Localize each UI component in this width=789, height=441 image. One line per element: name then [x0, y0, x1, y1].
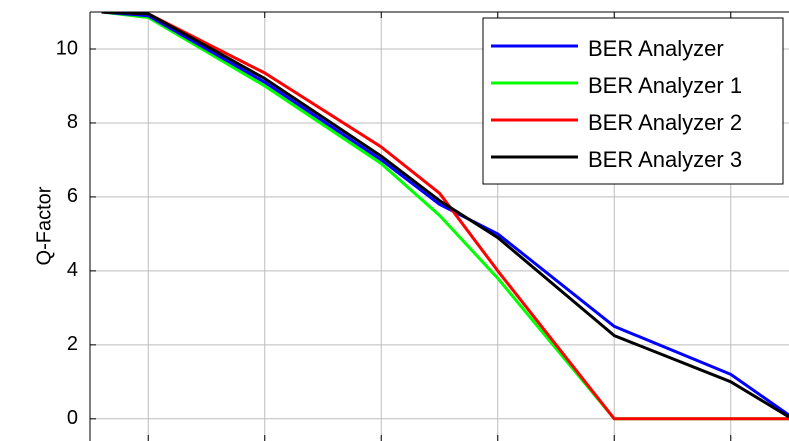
y-tick-label: 8: [67, 111, 78, 133]
legend-label: BER Analyzer 2: [588, 110, 742, 135]
y-tick-label: 4: [67, 259, 78, 281]
ticks: 0 2 4 6 8 10: [56, 12, 732, 441]
y-tick-label: 10: [56, 37, 78, 59]
legend-label: BER Analyzer 3: [588, 147, 742, 172]
y-tick-label: 0: [67, 407, 78, 429]
series-line: [101, 12, 789, 419]
y-tick-label: 6: [67, 185, 78, 207]
legend-label: BER Analyzer 1: [588, 73, 742, 98]
series-line: [101, 12, 789, 417]
y-tick-label: 2: [67, 333, 78, 355]
legend-label: BER Analyzer: [588, 36, 724, 61]
series-line: [101, 12, 789, 421]
series-lines: [101, 12, 789, 421]
y-axis-label: Q-Factor: [33, 186, 55, 265]
legend: BER Analyzer BER Analyzer 1 BER Analyzer 2…: [482, 17, 784, 185]
